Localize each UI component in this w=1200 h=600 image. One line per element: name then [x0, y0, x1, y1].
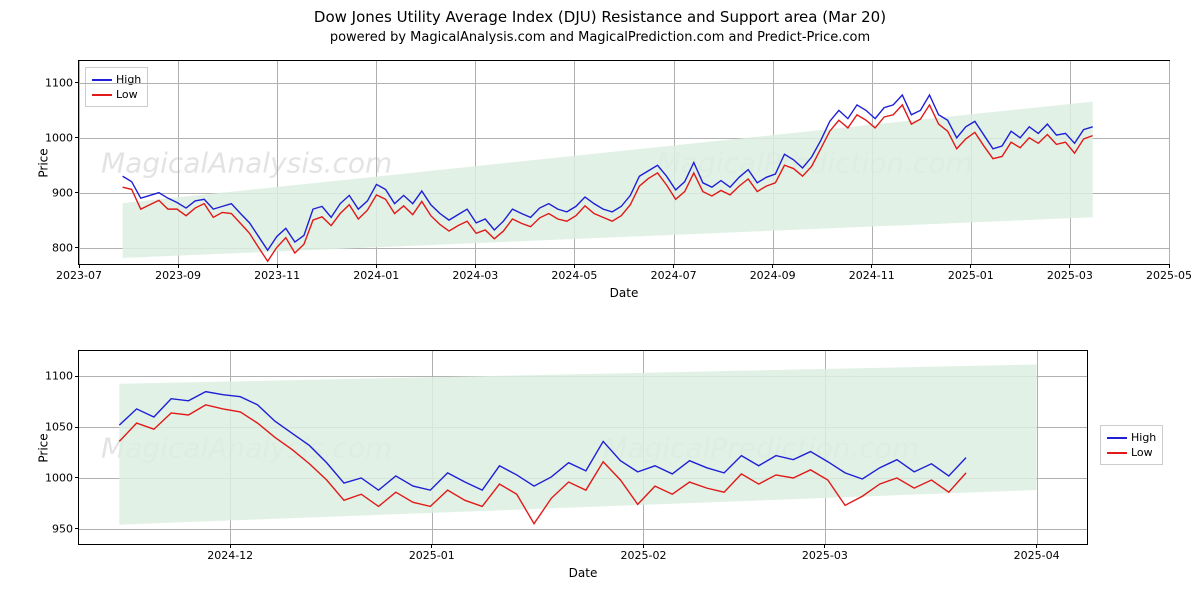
- xtick-label: 2024-11: [849, 269, 895, 282]
- legend-label: Low: [1131, 446, 1153, 459]
- xtick-label: 2023-07: [56, 269, 102, 282]
- support-resistance-shade: [119, 365, 1036, 525]
- xtick-label: 2025-03: [1047, 269, 1093, 282]
- ylabel-bottom: Price: [37, 433, 51, 462]
- xtick-label: 2023-09: [155, 269, 201, 282]
- xlabel-bottom: Date: [569, 566, 598, 580]
- xtick-label: 2024-05: [551, 269, 597, 282]
- xtick-label: 2023-11: [254, 269, 300, 282]
- top-chart-axes: Price Date MagicalAnalysis.com MagicalPr…: [78, 60, 1170, 265]
- ytick-label: 950: [52, 522, 73, 535]
- bottom-chart-axes: Price Date MagicalAnalysis.com MagicalPr…: [78, 350, 1088, 545]
- xtick-label: 2025-04: [1014, 549, 1060, 562]
- ytick-label: 1050: [45, 421, 73, 434]
- legend-label: High: [1131, 431, 1156, 444]
- xtick-label: 2024-09: [750, 269, 796, 282]
- xtick-label: 2025-05: [1146, 269, 1192, 282]
- xtick-label: 2024-03: [452, 269, 498, 282]
- ytick-label: 1100: [45, 76, 73, 89]
- support-resistance-shade: [123, 102, 1093, 258]
- legend-bottom: High Low: [1100, 425, 1163, 465]
- figure: Dow Jones Utility Average Index (DJU) Re…: [0, 0, 1200, 600]
- ytick-label: 800: [52, 241, 73, 254]
- ylabel-top: Price: [37, 148, 51, 177]
- xtick-label: 2024-12: [207, 549, 253, 562]
- xtick-label: 2025-01: [409, 549, 455, 562]
- gridline-v: [1169, 61, 1170, 264]
- chart-title: Dow Jones Utility Average Index (DJU) Re…: [0, 8, 1200, 26]
- xtick-label: 2025-02: [620, 549, 666, 562]
- ytick-label: 1000: [45, 131, 73, 144]
- legend-swatch-low: [1107, 452, 1127, 454]
- legend-item-low: Low: [1107, 445, 1156, 460]
- ytick-label: 1100: [45, 370, 73, 383]
- xtick-label: 2025-01: [948, 269, 994, 282]
- ytick-label: 1000: [45, 471, 73, 484]
- ytick-label: 900: [52, 186, 73, 199]
- chart-subtitle: powered by MagicalAnalysis.com and Magic…: [0, 30, 1200, 45]
- xlabel-top: Date: [610, 286, 639, 300]
- legend-swatch-high: [1107, 437, 1127, 439]
- legend-item-high: High: [1107, 430, 1156, 445]
- xtick-label: 2025-03: [802, 549, 848, 562]
- xtick-label: 2024-07: [651, 269, 697, 282]
- xtick-label: 2024-01: [353, 269, 399, 282]
